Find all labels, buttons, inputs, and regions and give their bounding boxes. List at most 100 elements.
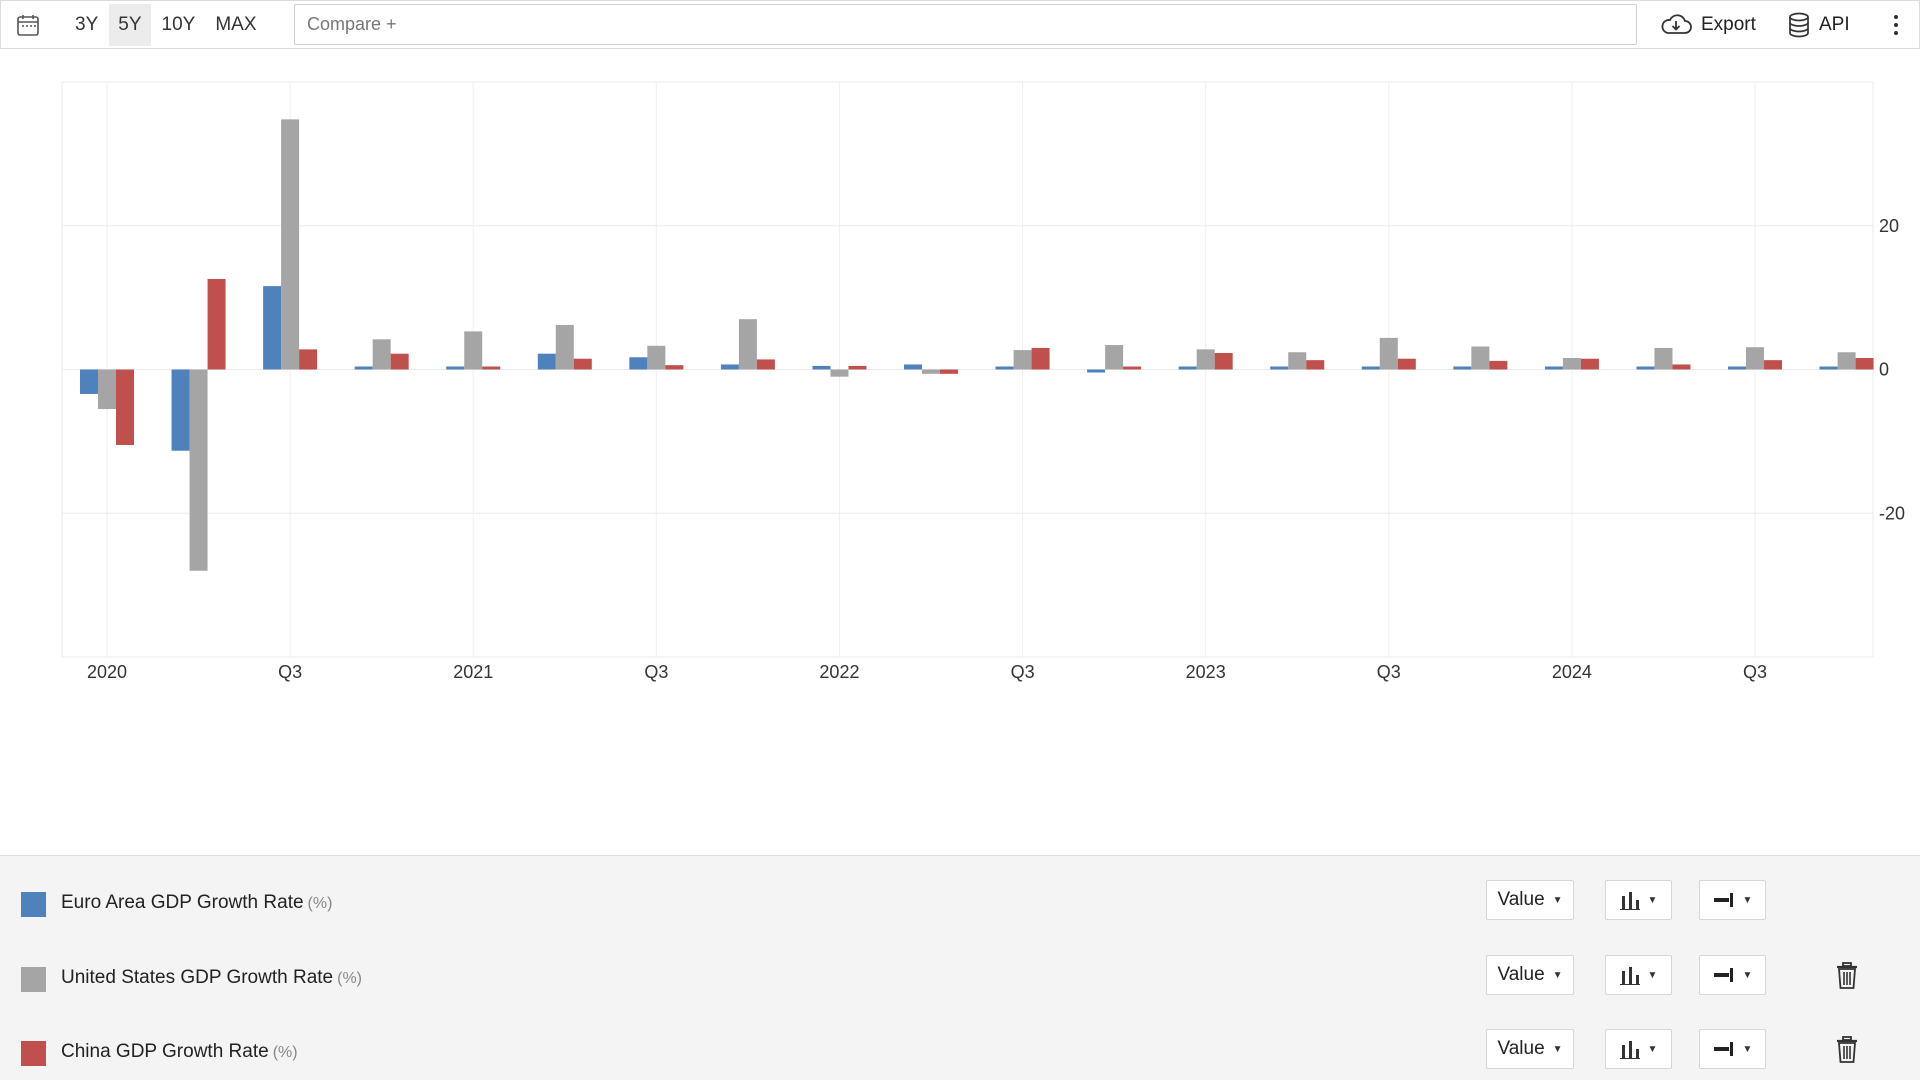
bar-united-states: [1746, 347, 1765, 370]
bar-chart-icon: [1619, 967, 1640, 985]
range-3y-button[interactable]: 3Y: [75, 13, 99, 35]
trash-icon: [1837, 1036, 1857, 1063]
bar-united-states: [1105, 345, 1124, 370]
bar-united-states: [1196, 349, 1215, 370]
chart-type-select[interactable]: ▼: [1605, 880, 1672, 920]
bar-euro-area: [629, 357, 648, 370]
bar-china: [1855, 358, 1874, 370]
bar-united-states: [647, 345, 666, 370]
bar-united-states: [1288, 352, 1307, 370]
bar-china: [1031, 347, 1050, 370]
bar-china: [1123, 366, 1142, 370]
export-button[interactable]: Export: [1660, 1, 1756, 48]
series-legend-panel: Euro Area GDP Growth Rate (%) Value ▼ ▼ ▼ …: [0, 855, 1920, 1080]
bar-euro-area: [1453, 366, 1472, 370]
bar-euro-area: [1270, 366, 1289, 370]
bar-china: [1489, 360, 1508, 370]
calendar-icon[interactable]: [1, 1, 55, 48]
bar-china: [207, 278, 226, 370]
series-color-swatch[interactable]: [21, 1041, 46, 1066]
axis-side-icon: [1713, 968, 1733, 982]
bar-united-states: [1837, 352, 1856, 370]
axis-side-select[interactable]: ▼: [1699, 1029, 1766, 1069]
x-tick-label: 2023: [1186, 662, 1226, 682]
toolbar: 3Y 5Y 10Y MAX Compare + Export API: [0, 0, 1920, 49]
x-tick-label: Q3: [1743, 662, 1767, 682]
bar-euro-area: [720, 364, 739, 370]
bar-euro-area: [1728, 366, 1747, 370]
bar-united-states: [1379, 337, 1398, 370]
x-tick-label: Q3: [644, 662, 668, 682]
bar-euro-area: [995, 366, 1014, 370]
bar-united-states: [555, 324, 574, 370]
bar-euro-area: [263, 286, 282, 370]
kebab-menu-icon[interactable]: [1887, 13, 1905, 37]
bar-euro-area: [354, 366, 373, 370]
bar-united-states: [830, 369, 849, 377]
value-select[interactable]: Value ▼: [1486, 880, 1574, 920]
bar-united-states: [464, 331, 483, 370]
bar-united-states: [189, 369, 208, 571]
series-label: United States GDP Growth Rate (%): [61, 967, 362, 988]
bar-united-states: [1654, 347, 1673, 370]
bar-euro-area: [80, 369, 98, 394]
range-max-button[interactable]: MAX: [215, 13, 257, 35]
x-tick-label: 2024: [1552, 662, 1592, 682]
chart-type-select[interactable]: ▼: [1605, 1029, 1672, 1069]
y-tick-label: 0: [1879, 360, 1889, 380]
series-label: China GDP Growth Rate (%): [61, 1041, 298, 1062]
bar-euro-area: [537, 353, 556, 370]
delete-series-button[interactable]: [1835, 1036, 1859, 1064]
bar-china: [940, 369, 959, 374]
bar-euro-area: [812, 365, 831, 370]
bar-china: [390, 353, 409, 370]
axis-side-select[interactable]: ▼: [1699, 880, 1766, 920]
bar-euro-area: [1361, 366, 1380, 370]
value-select[interactable]: Value ▼: [1486, 1029, 1574, 1069]
bar-euro-area: [1544, 366, 1563, 370]
export-label: Export: [1701, 13, 1756, 35]
bar-china: [1397, 358, 1416, 370]
series-color-swatch[interactable]: [21, 967, 46, 992]
series-unit: (%): [307, 895, 333, 912]
legend-row: Euro Area GDP Growth Rate (%) Value ▼ ▼ ▼: [0, 878, 1920, 928]
bar-united-states: [1471, 346, 1490, 370]
bar-china: [299, 349, 318, 370]
api-button[interactable]: API: [1788, 1, 1850, 48]
series-color-swatch[interactable]: [21, 892, 46, 917]
bar-united-states: [1013, 350, 1032, 370]
compare-input[interactable]: Compare +: [294, 4, 1637, 45]
bar-china: [573, 358, 592, 370]
y-tick-label: 20: [1879, 216, 1899, 236]
bar-chart-icon: [1619, 1041, 1640, 1059]
bar-china: [1672, 364, 1691, 370]
bar-united-states: [98, 369, 116, 410]
bar-china: [1580, 358, 1599, 370]
bar-china: [1306, 360, 1325, 370]
bar-united-states: [1562, 358, 1581, 370]
x-tick-label: Q3: [1377, 662, 1401, 682]
series-label: Euro Area GDP Growth Rate (%): [61, 892, 333, 913]
bar-euro-area: [904, 364, 923, 370]
x-tick-label: 2020: [87, 662, 127, 682]
series-unit: (%): [337, 970, 362, 987]
chart-type-select[interactable]: ▼: [1605, 955, 1672, 995]
delete-series-button[interactable]: [1835, 962, 1859, 990]
trash-icon: [1837, 962, 1857, 989]
x-tick-label: 2021: [453, 662, 493, 682]
range-5y-button[interactable]: 5Y: [109, 3, 151, 46]
bar-china: [482, 366, 501, 370]
x-tick-label: Q3: [1011, 662, 1035, 682]
value-select[interactable]: Value ▼: [1486, 955, 1574, 995]
axis-side-icon: [1713, 893, 1733, 907]
axis-side-select[interactable]: ▼: [1699, 955, 1766, 995]
legend-row: United States GDP Growth Rate (%) Value ▼ …: [0, 953, 1920, 1003]
bar-euro-area: [1819, 366, 1838, 370]
bar-united-states: [372, 339, 391, 370]
api-label: API: [1819, 13, 1850, 35]
range-10y-button[interactable]: 10Y: [161, 13, 196, 35]
bar-chart-icon: [1619, 892, 1640, 910]
bar-china: [756, 359, 775, 370]
bar-china: [1214, 352, 1233, 370]
gdp-growth-bar-chart: 20 0 -20 2020 Q3 2021 Q3 2022 Q3 2023 Q3 2024 Q3: [61, 81, 1905, 682]
